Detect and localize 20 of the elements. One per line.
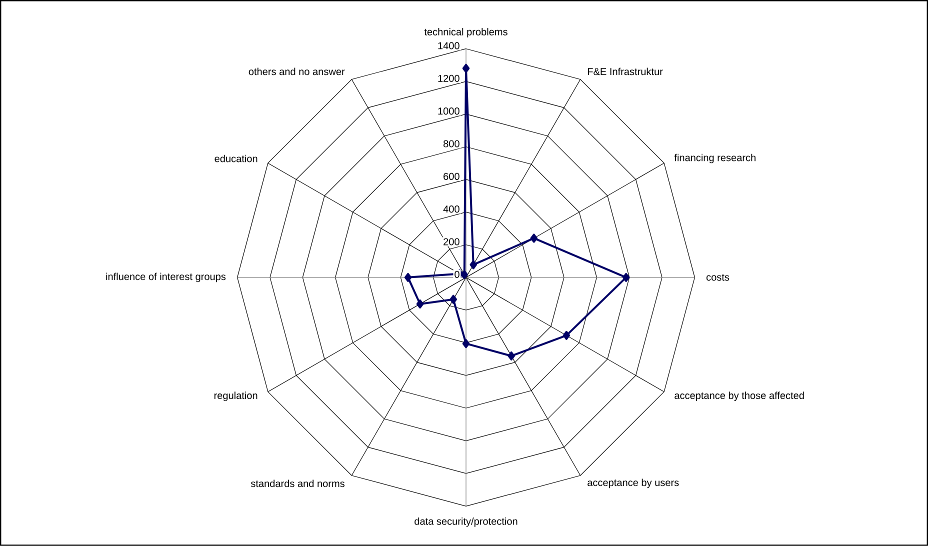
- spoke-label: regulation: [214, 392, 258, 402]
- spoke-label: financing research: [674, 154, 756, 164]
- spoke-label: F&E Infrastruktur: [588, 68, 663, 76]
- spoke-label: acceptance by users: [588, 478, 679, 488]
- y-tick-label: 1400: [438, 42, 460, 50]
- y-tick-label: 600: [444, 172, 460, 180]
- spoke-label: data security/protection: [414, 518, 518, 527]
- y-tick-label: 200: [444, 238, 460, 246]
- spoke-label: technical problems: [424, 28, 508, 38]
- y-tick-label: 0: [454, 270, 460, 278]
- spoke-label: standards and norms: [250, 480, 345, 488]
- spoke-label: acceptance by those affected: [674, 392, 804, 402]
- y-tick-label: 400: [443, 206, 460, 213]
- spoke-label: influence of interest groups: [106, 272, 226, 282]
- spoke-label: education: [214, 154, 258, 162]
- spoke-label: others and no answer: [248, 68, 345, 76]
- y-tick-label: 1200: [438, 74, 460, 82]
- y-tick-label: 800: [444, 140, 460, 148]
- y-tick-label: 1000: [438, 108, 460, 115]
- spoke-label: costs: [706, 274, 730, 281]
